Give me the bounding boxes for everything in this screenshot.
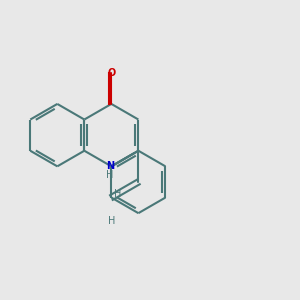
Text: O: O <box>107 68 116 78</box>
Text: H: H <box>114 189 122 199</box>
Text: H: H <box>108 216 115 226</box>
Text: N: N <box>106 161 114 171</box>
Text: H: H <box>106 170 114 180</box>
